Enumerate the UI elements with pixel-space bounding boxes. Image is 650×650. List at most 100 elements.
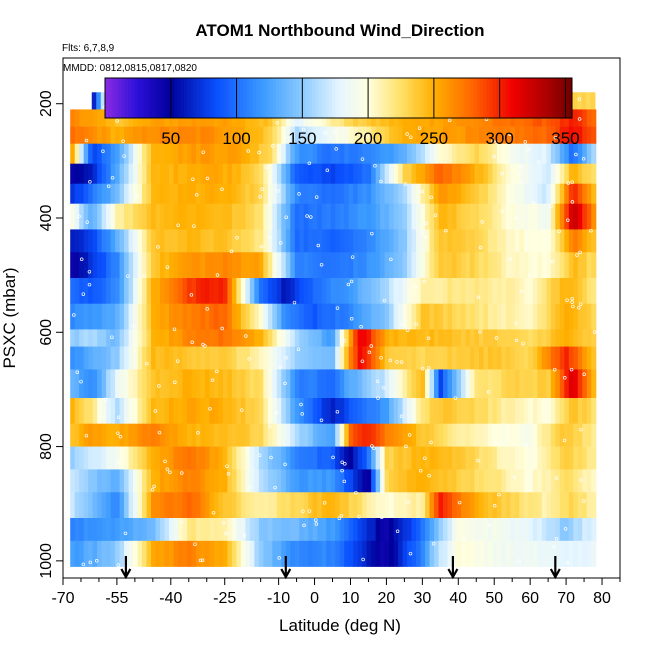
- observation-dot: [226, 471, 231, 476]
- heatmap-cell: [276, 203, 282, 230]
- heatmap-cell: [106, 229, 112, 253]
- heatmap-cell: [272, 183, 278, 205]
- heatmap-cell: [236, 398, 242, 425]
- heatmap-cell: [97, 183, 103, 205]
- y-tick-label: 1000: [38, 543, 55, 579]
- heatmap-cell: [460, 492, 467, 519]
- heatmap-cell: [79, 183, 85, 205]
- heatmap-cell: [155, 540, 161, 567]
- heatmap-cell: [100, 92, 106, 110]
- heatmap-cell: [290, 492, 296, 519]
- heatmap-cell: [330, 126, 336, 145]
- heatmap-cell: [240, 303, 246, 330]
- heatmap-cell: [142, 423, 148, 447]
- colorbar-cell: [252, 78, 257, 118]
- heatmap-cell: [532, 369, 538, 399]
- heatmap-cell: [452, 423, 458, 447]
- heatmap-cell: [128, 143, 134, 165]
- heatmap-cell: [474, 346, 480, 370]
- heatmap-cell: [204, 126, 211, 145]
- observation-dot: [592, 330, 597, 334]
- heatmap-cell: [173, 229, 179, 253]
- heatmap-cell: [510, 126, 516, 145]
- heatmap-cell: [443, 203, 449, 230]
- heatmap-cell: [582, 229, 588, 253]
- colorbar-cell: [167, 78, 172, 118]
- heatmap-cell: [519, 346, 525, 370]
- heatmap-cell: [348, 446, 354, 470]
- heatmap-cell: [420, 203, 426, 230]
- heatmap-cell: [326, 126, 332, 145]
- heatmap-cell: [326, 369, 332, 399]
- heatmap-cell: [285, 540, 291, 567]
- heatmap-cell: [429, 229, 435, 253]
- heatmap-cell: [151, 278, 157, 305]
- flight-band: [70, 369, 597, 399]
- heatmap-cell: [92, 540, 98, 567]
- heatmap-cell: [478, 369, 485, 399]
- colorbar-cell: [377, 78, 382, 118]
- heatmap-cell: [434, 423, 440, 447]
- heatmap-cell: [537, 163, 543, 185]
- observation-dot: [260, 187, 264, 191]
- flight-band: [70, 163, 597, 185]
- heatmap-cell: [555, 303, 561, 330]
- heatmap-cell: [371, 518, 377, 542]
- heatmap-cell: [97, 163, 103, 185]
- x-tick-label: 10: [342, 590, 360, 607]
- heatmap-cell: [97, 329, 103, 347]
- heatmap-cell: [573, 229, 579, 253]
- heatmap-cell: [231, 398, 237, 425]
- heatmap-cell: [465, 252, 471, 279]
- heatmap-cell: [191, 369, 197, 399]
- heatmap-cell: [335, 163, 341, 185]
- heatmap-cell: [110, 423, 116, 447]
- heatmap-cell: [249, 183, 255, 205]
- heatmap-cell: [456, 126, 462, 145]
- heatmap-cell: [519, 229, 525, 253]
- heatmap-cell: [254, 163, 260, 185]
- heatmap-cell: [204, 518, 211, 542]
- heatmap-cell: [510, 183, 516, 205]
- heatmap-cell: [362, 229, 368, 253]
- heatmap-cell: [447, 398, 453, 425]
- heatmap-cell: [110, 252, 116, 279]
- heatmap-cell: [348, 252, 354, 279]
- heatmap-cell: [263, 183, 269, 205]
- heatmap-cell: [434, 518, 440, 542]
- heatmap-cell: [321, 329, 327, 347]
- heatmap-cell: [438, 469, 444, 493]
- heatmap-cell: [546, 369, 552, 399]
- heatmap-cell: [532, 423, 538, 447]
- heatmap-cell: [142, 163, 148, 185]
- heatmap-cell: [164, 163, 170, 185]
- observation-dot: [579, 478, 583, 482]
- heatmap-cell: [496, 278, 503, 305]
- colorbar-cell: [384, 78, 389, 118]
- heatmap-cell: [353, 518, 359, 542]
- heatmap-cell: [402, 126, 408, 145]
- heatmap-cell: [474, 203, 480, 230]
- heatmap-cell: [119, 369, 125, 399]
- heatmap-cell: [402, 398, 408, 425]
- heatmap-cell: [209, 329, 215, 347]
- heatmap-cell: [88, 126, 94, 145]
- heatmap-cell: [79, 252, 85, 279]
- heatmap-cell: [303, 423, 309, 447]
- heatmap-cell: [393, 329, 399, 347]
- heatmap-cell: [74, 369, 80, 399]
- heatmap-cell: [429, 398, 435, 425]
- heatmap-cell: [416, 346, 422, 370]
- heatmap-cell: [429, 540, 435, 567]
- heatmap-cell: [546, 303, 552, 330]
- heatmap-cell: [582, 143, 588, 165]
- observation-dot: [423, 456, 427, 460]
- heatmap-cell: [577, 278, 583, 305]
- heatmap-cell: [222, 369, 228, 399]
- heatmap-cell: [204, 329, 211, 347]
- heatmap-cell: [79, 398, 85, 425]
- heatmap-cell: [70, 229, 76, 253]
- observation-dot: [208, 406, 212, 411]
- heatmap-cell: [200, 492, 206, 519]
- observation-dot: [453, 396, 458, 400]
